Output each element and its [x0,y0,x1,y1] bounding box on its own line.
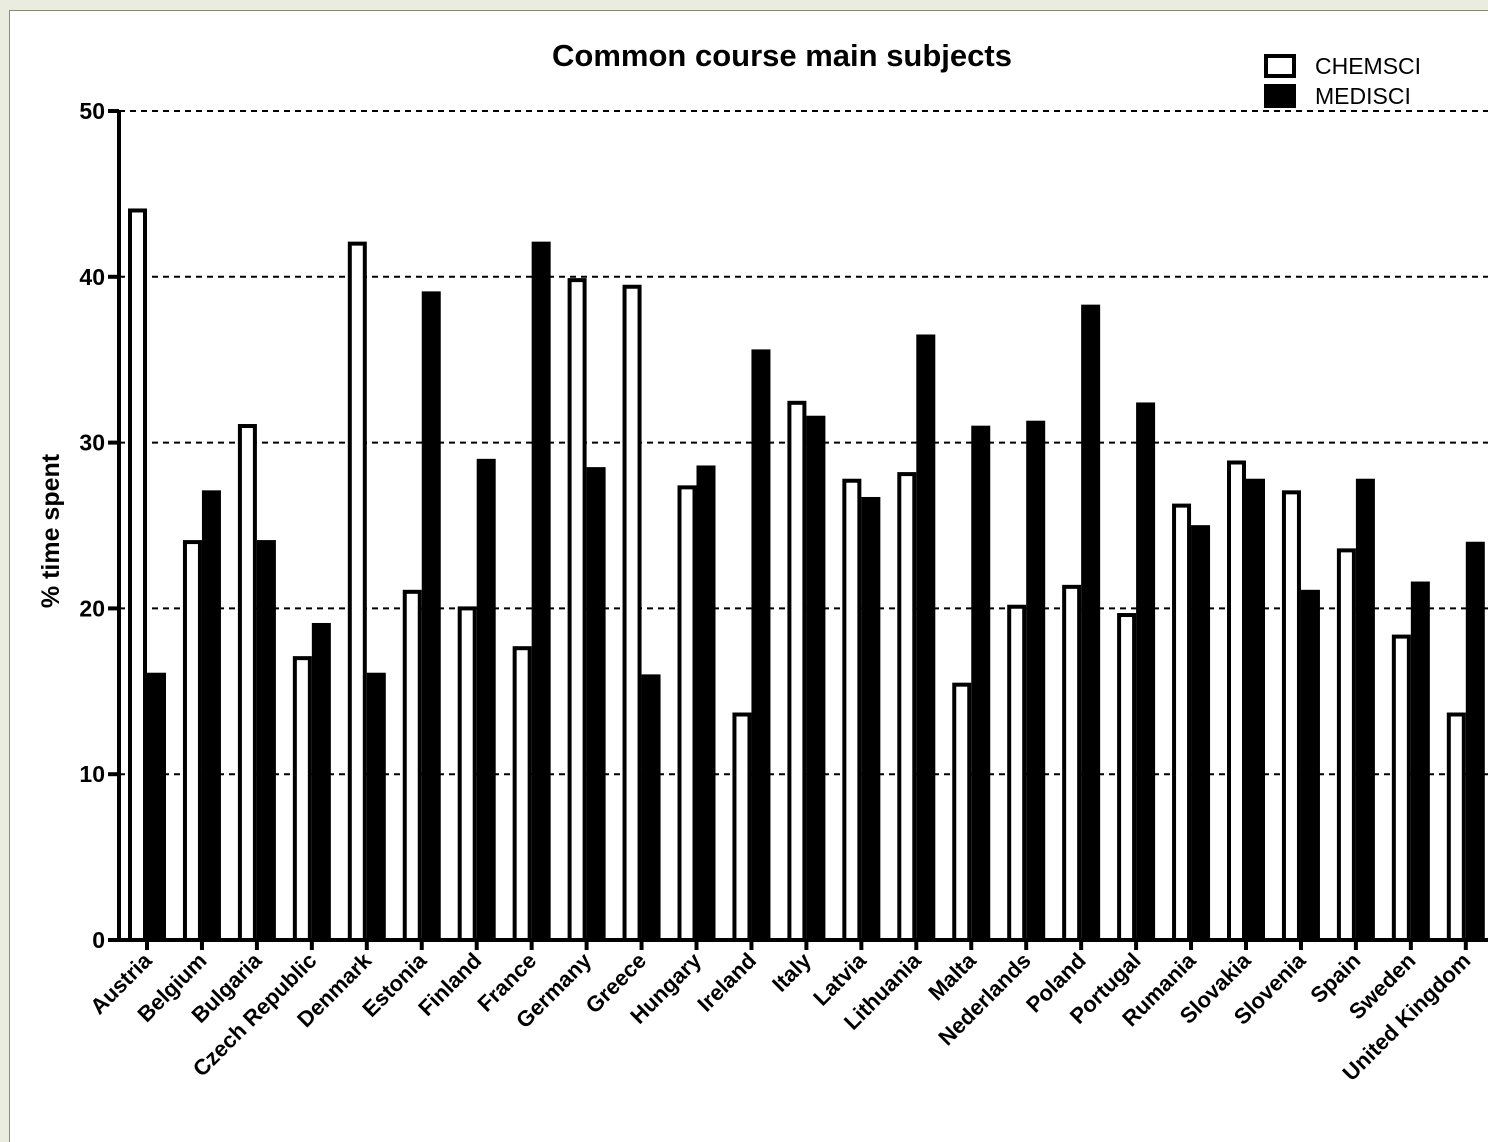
bars [128,208,1485,943]
x-tick-label: Ireland [692,948,761,1017]
bar-medisci-austria [147,672,166,942]
bar-medisci-finland [476,458,496,942]
bar-chemsci-hungary [677,485,697,942]
y-ticks: 0 10 20 30 40 50 [79,98,119,953]
bar-chemsci-rumania [1172,503,1192,942]
bar-chemsci-nederlands [1007,604,1027,942]
bar-medisci-poland [1081,304,1101,943]
bar-chemsci-portugal [1117,613,1137,942]
bar-medisci-slovenia [1300,589,1320,942]
y-tick-label: 20 [79,595,105,621]
legend-swatch-chemsci [1264,54,1296,78]
bar-medisci-france [531,241,551,942]
bar-chemsci-czech-republic [292,656,312,942]
bar-chemsci-denmark [347,241,367,942]
bar-medisci-sweden [1410,581,1430,943]
y-axis-title: % time spent [37,453,65,608]
legend-label-chemsci: CHEMSCI [1315,53,1421,79]
bar-medisci-rumania [1191,525,1211,943]
bar-chemsci-belgium [182,540,202,943]
bar-medisci-belgium [201,490,221,942]
y-tick-label: 50 [79,98,105,124]
bar-chemsci-malta [952,682,972,943]
axes [108,111,1488,942]
y-tick-label: 10 [79,761,105,787]
bar-medisci-greece [641,674,661,942]
bar-medisci-united-kingdom [1465,541,1485,942]
bar-chemsci-lithuania [897,472,917,942]
bar-chemsci-germany [567,278,587,942]
bar-chart: 0 10 20 30 40 50 AustriaBelgiumBulgariaCzech … [37,38,1488,1086]
bar-chemsci-bulgaria [237,424,257,942]
legend-label-medisci: MEDISCI [1315,83,1411,109]
bar-chemsci-united-kingdom [1446,712,1466,943]
bar-chemsci-austria [128,208,147,943]
bar-chemsci-finland [457,606,477,943]
bar-chemsci-slovenia [1281,490,1301,942]
bar-medisci-lithuania [916,334,936,943]
bar-chemsci-ireland [732,712,752,943]
legend-swatch-medisci [1264,84,1296,108]
bar-chemsci-poland [1062,584,1082,942]
bar-medisci-germany [586,467,606,942]
y-tick-label: 0 [92,927,105,953]
bar-medisci-nederlands [1026,420,1046,943]
bar-medisci-denmark [366,672,386,942]
chart-title: Common course main subjects [552,38,1012,73]
bar-medisci-spain [1355,478,1375,942]
bar-medisci-czech-republic [311,622,331,942]
bar-medisci-malta [971,425,991,943]
chart-frame: 0 10 20 30 40 50 Austria Belgium Bulgaria Czech … [9,10,1488,1142]
bar-chemsci-slovakia [1227,460,1246,942]
bar-chemsci-sweden [1391,634,1411,942]
bar-medisci-italy [806,415,826,943]
bar-medisci-slovakia [1246,478,1265,942]
bar-medisci-hungary [696,465,716,942]
y-tick-label: 30 [79,430,105,456]
bar-chemsci-france [512,646,532,943]
bar-medisci-portugal [1136,402,1156,942]
bar-medisci-estonia [421,291,441,942]
legend: CHEMSCI MEDISCI [1264,53,1421,109]
bar-chemsci-italy [787,400,807,943]
bar-medisci-ireland [751,349,771,943]
x-tick-label: Italy [767,947,816,996]
bar-medisci-latvia [861,496,881,942]
y-tick-label: 40 [79,264,105,290]
bar-chemsci-latvia [842,478,862,942]
bar-chemsci-greece [622,284,642,942]
bar-medisci-bulgaria [256,540,276,943]
bar-chemsci-estonia [402,589,422,942]
bar-chemsci-spain [1336,548,1356,942]
